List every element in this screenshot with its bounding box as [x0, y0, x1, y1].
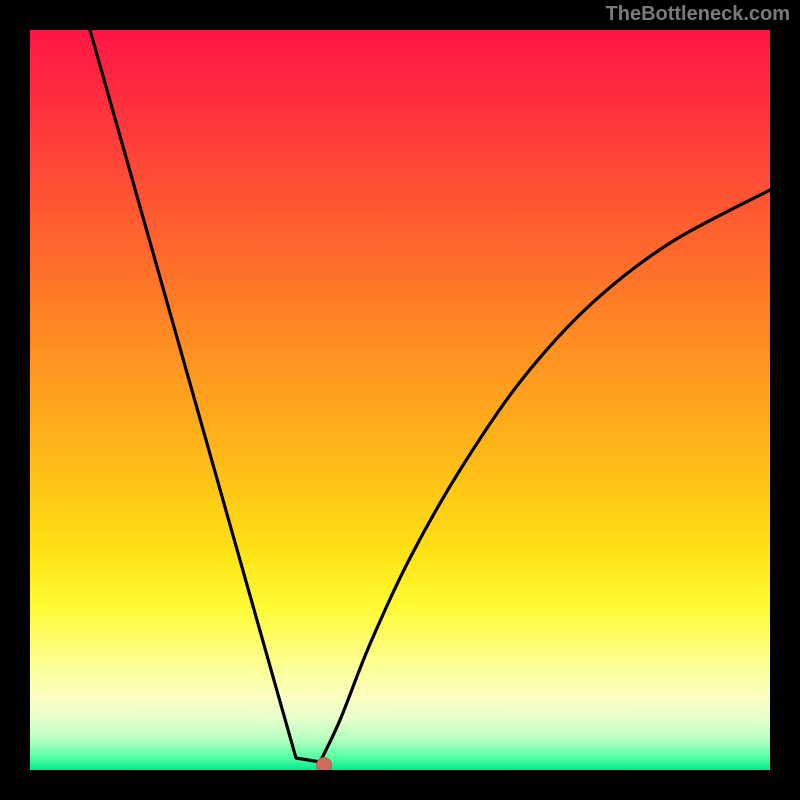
- chart-plot-area: [30, 30, 770, 770]
- bottleneck-curve: [90, 30, 770, 762]
- watermark-text: TheBottleneck.com: [606, 3, 790, 26]
- curve-layer: [30, 30, 770, 770]
- optimal-point-marker: [317, 758, 332, 771]
